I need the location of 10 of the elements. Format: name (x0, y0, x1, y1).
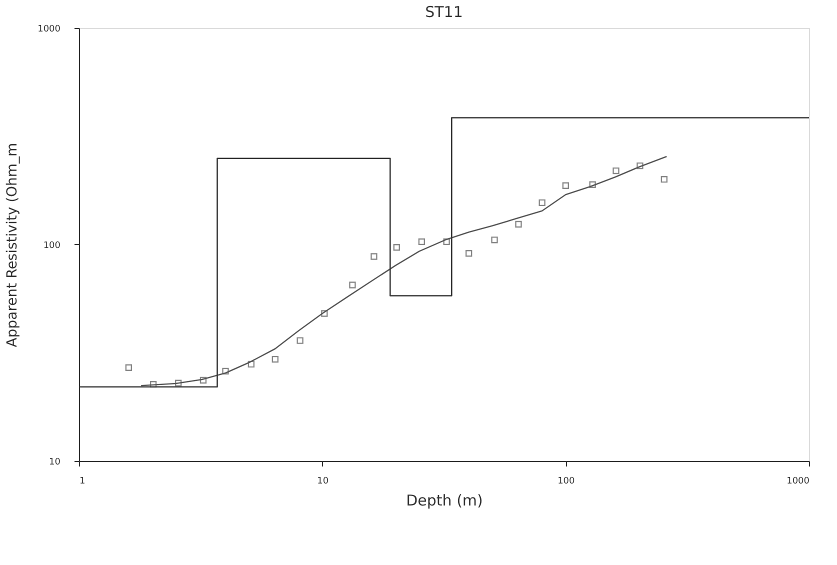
x-axis-title: Depth (m) (406, 492, 483, 510)
y-tick-label: 100 (43, 241, 61, 251)
x-tick-label: 100 (558, 476, 576, 486)
chart-title: ST11 (425, 3, 463, 21)
x-tick-label: 10 (317, 476, 329, 486)
y-tick-label: 10 (49, 458, 61, 468)
y-tick-label: 1000 (38, 24, 61, 34)
x-tick-label: 1 (80, 476, 86, 486)
x-tick-label: 1000 (786, 476, 810, 486)
y-axis-title: Apparent Resistivity (Ohm_m (4, 142, 21, 348)
